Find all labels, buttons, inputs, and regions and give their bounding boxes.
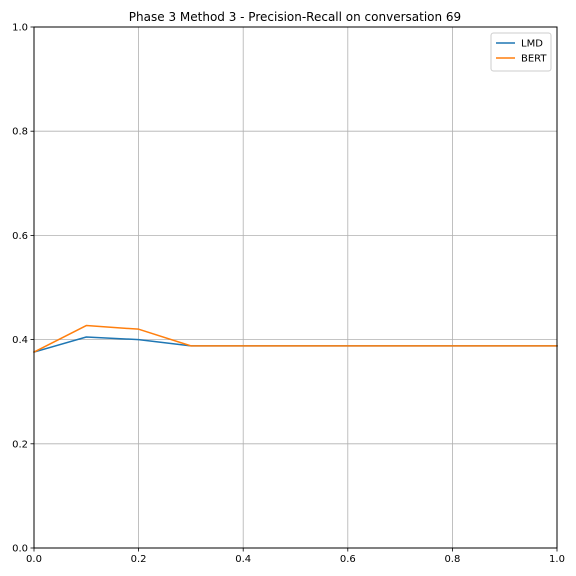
x-tick-label: 0.4 <box>235 554 251 565</box>
legend-label-bert: BERT <box>521 54 547 65</box>
series-layer <box>32 324 558 354</box>
x-tick-label: 0.0 <box>26 554 42 565</box>
tick-layer: 0.0 0.2 0.4 0.6 0.8 1.0 0.0 0.2 0.4 0.6 0.8 1.0 <box>12 23 565 566</box>
series-line-bert <box>32 324 558 354</box>
chart-title: Phase 3 Method 3 - Precision-Recall on c… <box>129 10 461 24</box>
plot-frame <box>33 26 558 549</box>
y-tick-label: 0.2 <box>12 439 28 450</box>
y-tick-label: 0.8 <box>12 127 28 138</box>
y-tick-label: 0.0 <box>12 544 28 555</box>
y-tick-label: 0.4 <box>12 335 28 346</box>
y-tick-label: 1.0 <box>12 23 28 34</box>
x-tick-label: 1.0 <box>549 554 565 565</box>
x-tick-label: 0.6 <box>340 554 356 565</box>
x-tick-label: 0.8 <box>444 554 460 565</box>
y-tick-label: 0.6 <box>12 231 28 242</box>
x-tick-label: 0.2 <box>131 554 147 565</box>
legend-label-lmd: LMD <box>521 39 543 50</box>
legend: LMD BERT <box>490 32 552 72</box>
